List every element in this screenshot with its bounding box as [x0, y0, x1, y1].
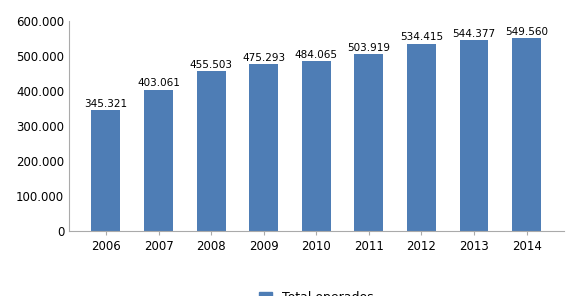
Text: 484.065: 484.065	[295, 50, 338, 60]
Text: 549.560: 549.560	[505, 27, 548, 37]
Text: 345.321: 345.321	[85, 99, 128, 109]
Text: 503.919: 503.919	[347, 43, 390, 53]
Bar	[512, 38, 541, 231]
Bar	[354, 54, 384, 231]
Bar	[249, 65, 278, 231]
Legend: Total operados: Total operados	[259, 292, 373, 296]
Bar	[197, 71, 225, 231]
Bar	[91, 110, 120, 231]
Text: 475.293: 475.293	[242, 53, 285, 63]
Text: 534.415: 534.415	[400, 32, 443, 42]
Text: 455.503: 455.503	[190, 60, 233, 70]
Bar	[144, 90, 173, 231]
Text: 544.377: 544.377	[453, 29, 496, 39]
Bar	[407, 44, 436, 231]
Text: 403.061: 403.061	[137, 78, 180, 88]
Bar	[459, 40, 488, 231]
Bar	[302, 61, 331, 231]
